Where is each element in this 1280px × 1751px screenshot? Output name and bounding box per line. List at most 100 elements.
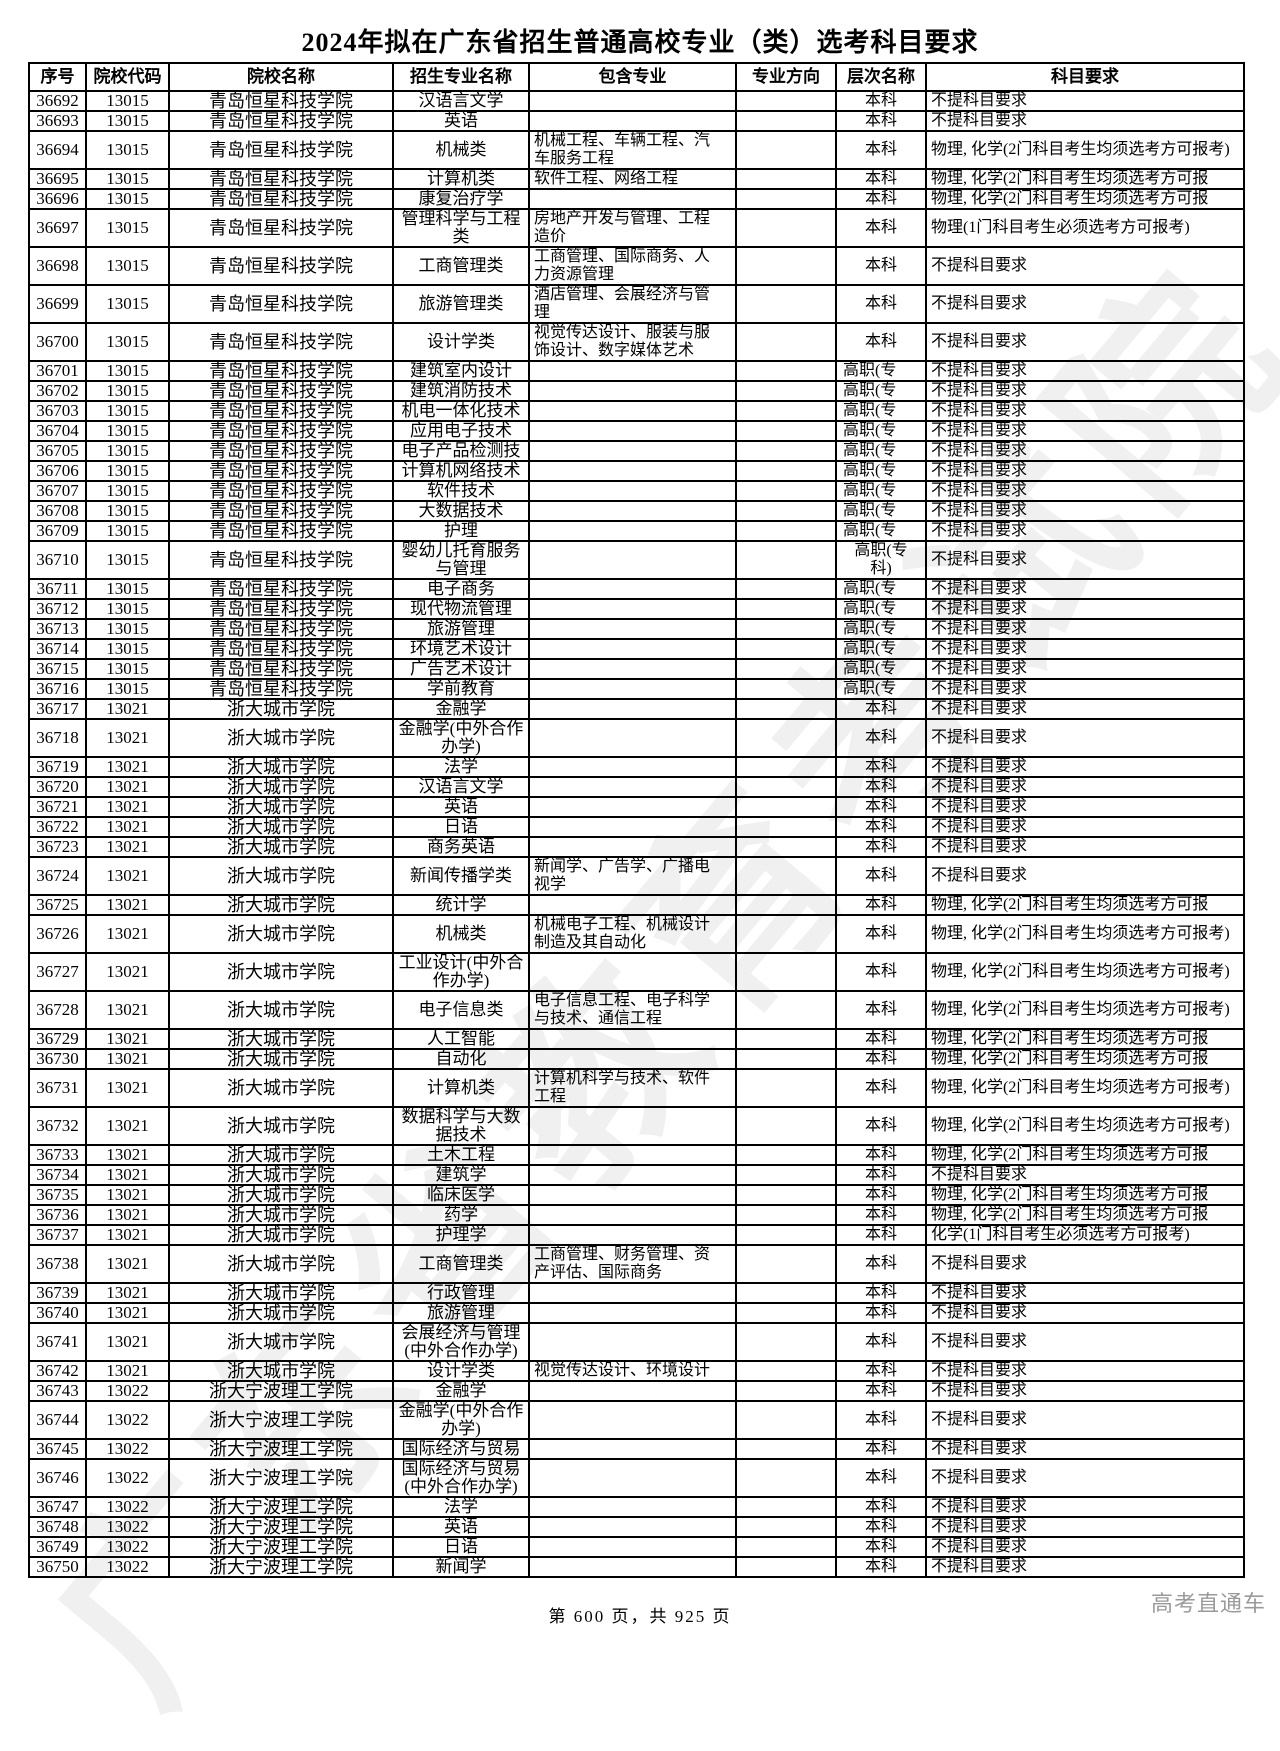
cell-code: 13015: [85, 638, 170, 660]
table-row: 36724 13021 浙大城市学院 新闻传播学类 新闻学、广告学、广播电视学 本科 不提科…: [28, 856, 1245, 896]
cell-dir: [735, 1322, 837, 1362]
cell-inc: [528, 380, 737, 402]
cell-major: 旅游管理类: [392, 284, 530, 324]
cell-req: 物理, 化学(2门科目考生均须选考方可报: [925, 188, 1245, 210]
cell-code: 13021: [85, 1204, 170, 1226]
cell-code: 13015: [85, 540, 170, 580]
cell-req: 不提科目要求: [925, 816, 1245, 838]
cell-req: 不提科目要求: [925, 678, 1245, 700]
cell-req: 不提科目要求: [925, 1536, 1245, 1558]
cell-school: 青岛恒星科技学院: [168, 360, 394, 382]
cell-inc: [528, 500, 737, 522]
cell-code: 13021: [85, 1244, 170, 1284]
cell-code: 13015: [85, 678, 170, 700]
cell-school: 青岛恒星科技学院: [168, 678, 394, 700]
cell-level: 本科: [835, 1048, 927, 1070]
cell-dir: [735, 460, 837, 482]
table-row: 36718 13021 浙大城市学院 金融学(中外合作办学) 本科 不提科目要求: [28, 718, 1245, 758]
cell-seq: 36733: [28, 1144, 87, 1166]
cell-inc: 房地产开发与管理、工程造价: [528, 208, 737, 248]
cell-level: 本科: [835, 718, 927, 758]
cell-inc: [528, 894, 737, 916]
cell-req: 不提科目要求: [925, 460, 1245, 482]
cell-level: 本科: [835, 1516, 927, 1538]
cell-level: 本科: [835, 1144, 927, 1166]
cell-school: 青岛恒星科技学院: [168, 480, 394, 502]
cell-seq: 36726: [28, 914, 87, 954]
cell-school: 浙大城市学院: [168, 796, 394, 818]
table-row: 36713 13015 青岛恒星科技学院 旅游管理 高职(专 不提科目要求: [28, 618, 1245, 640]
cell-code: 13015: [85, 130, 170, 170]
cell-code: 13021: [85, 836, 170, 858]
cell-major: 婴幼儿托育服务与管理: [392, 540, 530, 580]
cell-code: 13022: [85, 1458, 170, 1498]
cell-code: 13015: [85, 440, 170, 462]
cell-code: 13015: [85, 618, 170, 640]
cell-inc: [528, 460, 737, 482]
cell-school: 浙大城市学院: [168, 856, 394, 896]
table-row: 36720 13021 浙大城市学院 汉语言文学 本科 不提科目要求: [28, 776, 1245, 798]
table-row: 36696 13015 青岛恒星科技学院 康复治疗学 本科 物理, 化学(2门科目考生均须…: [28, 188, 1245, 210]
table-row: 36727 13021 浙大城市学院 工业设计(中外合作办学) 本科 物理, 化学(2门科…: [28, 952, 1245, 992]
cell-dir: [735, 380, 837, 402]
cell-dir: [735, 1224, 837, 1246]
cell-major: 金融学(中外合作办学): [392, 1400, 530, 1440]
cell-inc: [528, 540, 737, 580]
cell-seq: 36721: [28, 796, 87, 818]
cell-seq: 36711: [28, 578, 87, 600]
cell-level: 本科: [835, 1496, 927, 1518]
cell-inc: [528, 1556, 737, 1578]
cell-level: 高职(专: [835, 440, 927, 462]
cell-major: 土木工程: [392, 1144, 530, 1166]
cell-dir: [735, 1360, 837, 1382]
cell-inc: [528, 836, 737, 858]
table-row: 36721 13021 浙大城市学院 英语 本科 不提科目要求: [28, 796, 1245, 818]
cell-seq: 36709: [28, 520, 87, 542]
cell-inc: [528, 90, 737, 112]
cell-level: 本科: [835, 914, 927, 954]
cell-major: 旅游管理: [392, 618, 530, 640]
cell-seq: 36694: [28, 130, 87, 170]
column-header: 包含专业: [528, 62, 737, 92]
cell-school: 青岛恒星科技学院: [168, 208, 394, 248]
cell-major: 计算机类: [392, 168, 530, 190]
table-row: 36734 13021 浙大城市学院 建筑学 本科 不提科目要求: [28, 1164, 1245, 1186]
cell-seq: 36700: [28, 322, 87, 362]
cell-school: 浙大城市学院: [168, 914, 394, 954]
cell-level: 高职(专: [835, 598, 927, 620]
cell-req: 不提科目要求: [925, 540, 1245, 580]
table-row: 36719 13021 浙大城市学院 法学 本科 不提科目要求: [28, 756, 1245, 778]
cell-inc: 工商管理、财务管理、资产评估、国际商务: [528, 1244, 737, 1284]
cell-dir: [735, 400, 837, 422]
page-title: 2024年拟在广东省招生普通高校专业（类）选考科目要求: [301, 28, 979, 57]
cell-school: 浙大城市学院: [168, 756, 394, 778]
cell-dir: [735, 360, 837, 382]
cell-req: 不提科目要求: [925, 1400, 1245, 1440]
cell-school: 浙大宁波理工学院: [168, 1516, 394, 1538]
table-row: 36741 13021 浙大城市学院 会展经济与管理(中外合作办学) 本科 不提科目要求: [28, 1322, 1245, 1362]
cell-req: 不提科目要求: [925, 1282, 1245, 1304]
cell-seq: 36718: [28, 718, 87, 758]
table-row: 36744 13022 浙大宁波理工学院 金融学(中外合作办学) 本科 不提科目要求: [28, 1400, 1245, 1440]
table-row: 36748 13022 浙大宁波理工学院 英语 本科 不提科目要求: [28, 1516, 1245, 1538]
cell-dir: [735, 1184, 837, 1206]
cell-level: 本科: [835, 1106, 927, 1146]
cell-major: 建筑学: [392, 1164, 530, 1186]
cell-school: 浙大城市学院: [168, 1144, 394, 1166]
cell-req: 不提科目要求: [925, 776, 1245, 798]
cell-inc: [528, 578, 737, 600]
cell-inc: 工商管理、国际商务、人力资源管理: [528, 246, 737, 286]
cell-dir: [735, 1048, 837, 1070]
cell-inc: 机械工程、车辆工程、汽车服务工程: [528, 130, 737, 170]
table-row: 36733 13021 浙大城市学院 土木工程 本科 物理, 化学(2门科目考生均须选考方…: [28, 1144, 1245, 1166]
cell-seq: 36727: [28, 952, 87, 992]
table-row: 36699 13015 青岛恒星科技学院 旅游管理类 酒店管理、会展经济与管理 本科 不提科…: [28, 284, 1245, 324]
cell-school: 青岛恒星科技学院: [168, 322, 394, 362]
cell-major: 临床医学: [392, 1184, 530, 1206]
cell-dir: [735, 1380, 837, 1402]
cell-code: 13022: [85, 1438, 170, 1460]
cell-code: 13015: [85, 284, 170, 324]
cell-inc: [528, 110, 737, 132]
cell-inc: [528, 1380, 737, 1402]
cell-level: 本科: [835, 1556, 927, 1578]
